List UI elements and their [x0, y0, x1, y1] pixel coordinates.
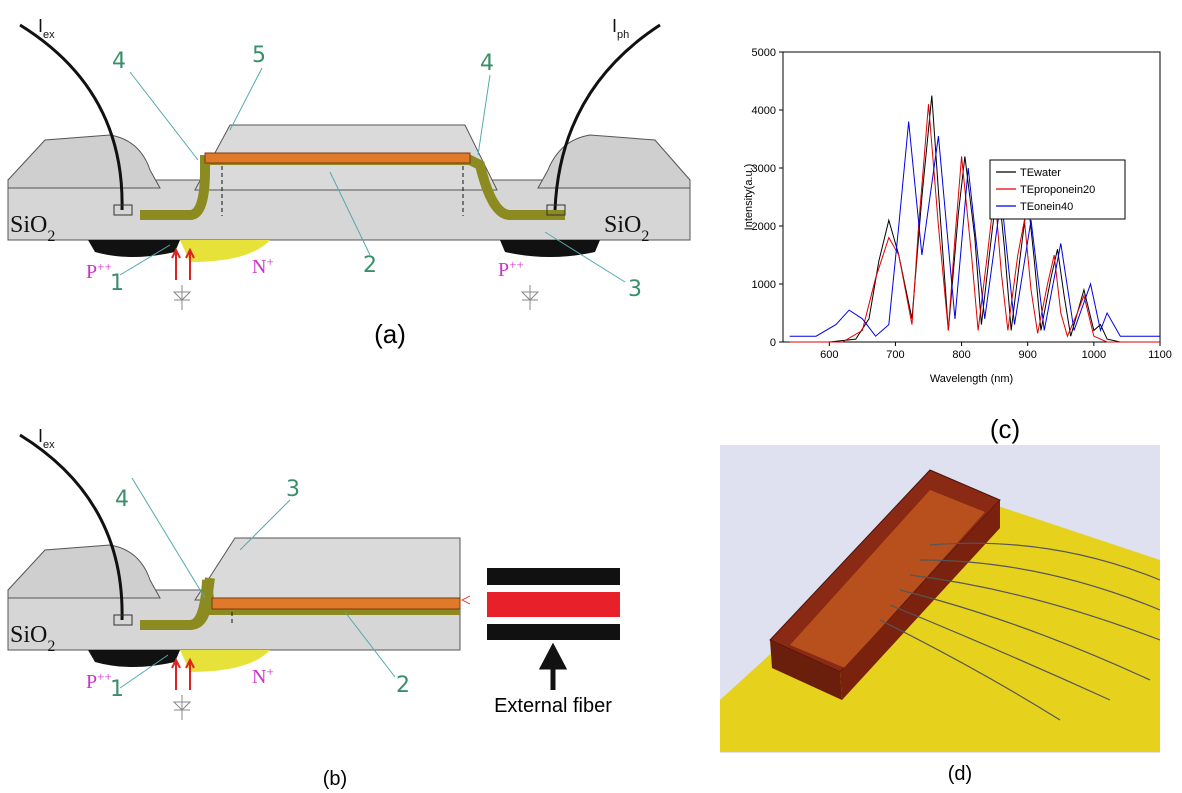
oxide-sub: 2 [641, 228, 649, 245]
oxide-sub: 2 [47, 228, 55, 245]
current-label: Iph [612, 16, 629, 41]
callout: 1 [110, 677, 124, 702]
figure: Iex Iph 4 5 4 1 2 3 SiO2 SiO2 P++ N+ P++… [0, 0, 1182, 793]
legend-label: TEonein40 [1020, 201, 1073, 213]
doping-sup: ++ [97, 259, 112, 274]
doping-label: N+ [252, 254, 274, 279]
current-sub: ex [43, 439, 55, 451]
doping-main: N [252, 666, 266, 688]
x-tick-label: 900 [1019, 349, 1037, 361]
x-tick-label: 1000 [1082, 349, 1106, 361]
doping-main: N [252, 256, 266, 278]
callout: 3 [628, 277, 642, 302]
oxide-main: SiO [10, 622, 47, 648]
panel-label: (b) [323, 768, 347, 790]
callout: 4 [112, 49, 126, 74]
x-tick-label: 700 [886, 349, 904, 361]
panel-label: (d) [948, 763, 972, 785]
oxide-main: SiO [10, 212, 47, 238]
legend-label: TEproponein20 [1020, 184, 1095, 196]
y-axis-label: Intensity(a.u.) [743, 164, 755, 231]
fiber-label: External fiber [494, 695, 612, 717]
x-axis-label: Wavelength (nm) [930, 373, 1013, 385]
panel-label: (a) [374, 319, 406, 349]
panel-label: (c) [990, 414, 1020, 444]
doping-main: P [86, 671, 97, 693]
callout: 2 [396, 673, 410, 698]
x-tick-label: 800 [952, 349, 970, 361]
oxide-sub: 2 [47, 638, 55, 655]
chart: 0 1000 2000 3000 4000 5000 600 700 800 900 1000 110… [743, 47, 1172, 385]
panel-d-image [720, 445, 1160, 753]
series-line [790, 104, 1160, 342]
callout: 3 [286, 477, 300, 502]
legend-label: TEwater [1020, 167, 1061, 179]
callout: 4 [115, 487, 129, 512]
doping-label: P++ [86, 259, 112, 284]
x-tick-label: 1100 [1148, 349, 1172, 361]
doping-main: P [86, 261, 97, 283]
page: Iex Iph 4 5 4 1 2 3 SiO2 SiO2 P++ N+ P++… [0, 0, 1182, 793]
y-tick-label: 4000 [752, 105, 776, 117]
series-line [790, 122, 1160, 337]
callout: 4 [480, 51, 494, 76]
doping-label: P++ [498, 257, 524, 282]
y-tick-label: 0 [770, 337, 776, 349]
current-sub: ex [43, 29, 55, 41]
oxide-main: SiO [604, 212, 641, 238]
doping-label: P++ [86, 669, 112, 694]
x-tick-label: 600 [820, 349, 838, 361]
y-tick-label: 1000 [752, 279, 776, 291]
callout: 1 [110, 271, 124, 296]
callout: 2 [363, 253, 377, 278]
callout: 5 [252, 43, 266, 68]
doping-sup: ++ [509, 257, 524, 272]
doping-sup: + [266, 254, 273, 269]
doping-label: N+ [252, 664, 274, 689]
y-tick-label: 2000 [752, 221, 776, 233]
doping-sup: + [266, 664, 273, 679]
y-tick-label: 3000 [752, 163, 776, 175]
y-tick-label: 5000 [752, 47, 776, 59]
doping-main: P [498, 259, 509, 281]
current-sub: ph [617, 29, 629, 41]
doping-sup: ++ [97, 669, 112, 684]
